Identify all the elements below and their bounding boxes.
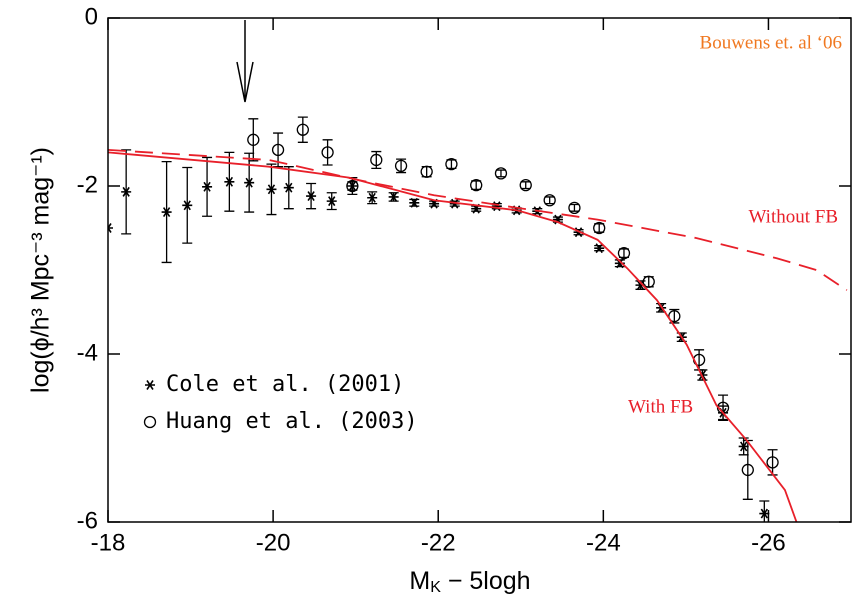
error-bar: [322, 139, 333, 166]
data-point: [543, 194, 556, 207]
data-point: [108, 223, 113, 233]
data-point: [642, 275, 655, 288]
error-bar: [569, 203, 580, 212]
error-bar: [396, 158, 407, 174]
y-tick-label: -4: [77, 339, 98, 366]
error-bar: [248, 118, 259, 162]
data-point: [321, 146, 334, 159]
error-bar: [297, 116, 308, 143]
data-point: [738, 441, 749, 452]
error-bar: [694, 349, 705, 371]
data-point: [283, 182, 294, 193]
data-point: [224, 176, 235, 187]
legend-marker: [143, 415, 157, 429]
data-point: [296, 123, 309, 136]
series-label: Without FB: [749, 206, 839, 227]
x-label-part: − 5logh: [441, 567, 531, 595]
plot-area: [108, 116, 848, 522]
error-bar: [446, 159, 457, 170]
error-bar: [718, 394, 729, 422]
x-tick-label: -24: [586, 529, 621, 556]
error-bar: [520, 181, 531, 190]
data-point: [593, 221, 606, 235]
legend-marker: [145, 380, 155, 390]
y-tick-label: 0: [85, 3, 98, 30]
error-bar: [618, 248, 629, 259]
data-point: [202, 181, 213, 192]
legend-label: Huang et al. (2003): [166, 409, 418, 434]
data-point: [568, 201, 581, 214]
data-point: [494, 167, 508, 180]
error-bar: [495, 169, 506, 178]
x-tick-label: -18: [91, 529, 126, 556]
data-point: [741, 463, 754, 477]
annotation: Bouwens et. al ‘06: [700, 32, 842, 53]
data-point: [326, 196, 337, 207]
arrow-head: [236, 61, 254, 103]
y-tick-label: -2: [77, 171, 98, 198]
data-point: [182, 200, 193, 211]
data-point: [420, 165, 433, 178]
data-point: [367, 192, 378, 203]
data-point: [409, 197, 420, 208]
series-label: With FB: [628, 396, 693, 417]
error-bar: [471, 180, 482, 191]
data-point: [491, 201, 502, 212]
x-tick-label: -26: [751, 529, 786, 556]
data-point: [594, 243, 605, 254]
data-point: [394, 159, 408, 172]
y-axis-label: log(ϕ/h³ Mpc⁻³ mag⁻¹): [27, 147, 55, 393]
data-point: [617, 247, 631, 260]
x-tick-label: -22: [421, 529, 456, 556]
data-point: [759, 508, 770, 519]
data-point: [668, 310, 681, 323]
data-point: [271, 143, 285, 157]
data-point: [346, 179, 359, 193]
error-bar: [594, 223, 605, 233]
data-point: [266, 184, 277, 195]
error-bar: [669, 308, 680, 324]
error-bar: [767, 449, 778, 476]
line: [108, 148, 848, 291]
x-tick-label: -20: [256, 529, 291, 556]
data-point: [306, 191, 317, 202]
y-tick-label: -6: [77, 507, 98, 534]
x-label-part: M: [409, 567, 430, 595]
data-point: [247, 133, 260, 146]
data-point: [470, 179, 483, 192]
axes-frame: [107, 17, 852, 523]
x-label-sub: K: [430, 579, 441, 596]
data-point: [244, 177, 255, 188]
data-point: [519, 179, 532, 192]
legend-label: Cole et al. (2001): [166, 372, 404, 397]
data-point: [445, 158, 458, 171]
data-point: [388, 191, 399, 202]
data-point: [370, 153, 383, 167]
x-axis-label: MK − 5logh: [409, 567, 530, 597]
error-bar: [544, 196, 555, 205]
data-point: [161, 207, 172, 217]
data-point: [121, 186, 132, 197]
data-point: [766, 456, 779, 469]
